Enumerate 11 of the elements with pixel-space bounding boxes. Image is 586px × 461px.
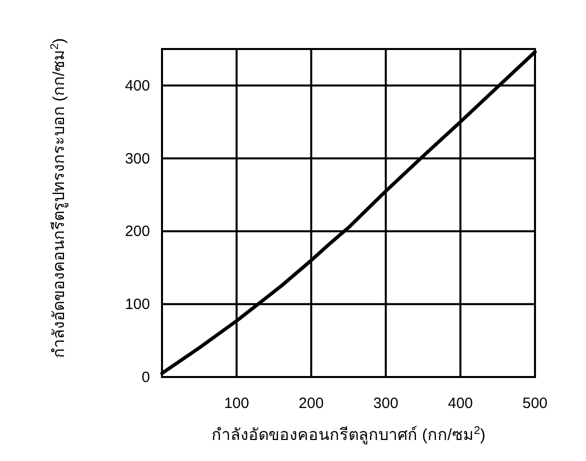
y-tick-label: 100 [124, 296, 150, 314]
x-tick-label: 300 [373, 395, 398, 412]
y-tick-label: 0 [142, 369, 150, 386]
x-tick-label: 500 [522, 395, 548, 412]
x-tick-label: 100 [224, 395, 250, 412]
x-tick-label: 200 [298, 395, 324, 412]
x-tick-label: 400 [448, 395, 473, 412]
y-tick-label: 200 [124, 223, 150, 240]
y-tick-label: 400 [124, 77, 150, 94]
y-tick-label: 300 [124, 150, 150, 168]
x-axis-title: กำลังอัดของคอนกรีตลูกบาศก์ (กก/ซม$^{2}$) [212, 425, 486, 445]
